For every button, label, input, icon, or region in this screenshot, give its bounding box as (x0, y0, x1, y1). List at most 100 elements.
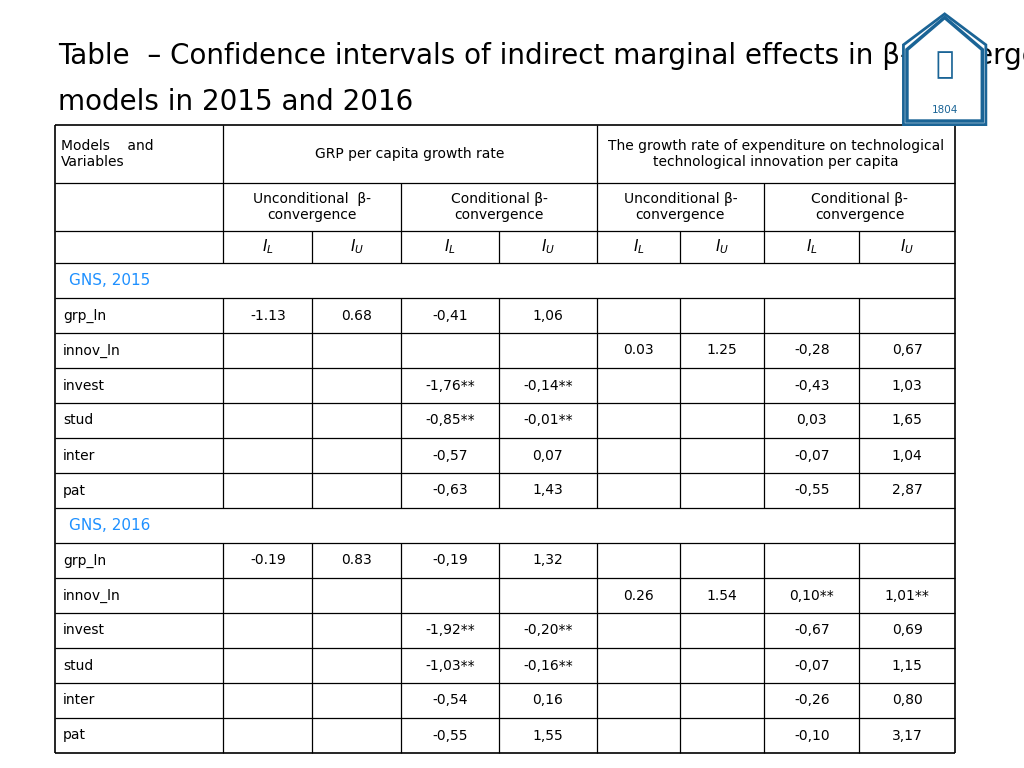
Text: -0,67: -0,67 (794, 624, 829, 637)
Text: -0,57: -0,57 (432, 449, 468, 462)
Text: 1,65: 1,65 (892, 413, 923, 428)
Text: $I_U$: $I_U$ (541, 237, 555, 257)
Text: models in 2015 and 2016: models in 2015 and 2016 (58, 88, 414, 116)
Text: 1,15: 1,15 (892, 658, 923, 673)
Text: 0.83: 0.83 (341, 554, 372, 568)
Bar (55, 368, 955, 403)
Bar (55, 263, 955, 298)
Text: grp_ln: grp_ln (63, 554, 106, 568)
Bar (55, 683, 955, 718)
Text: 1,04: 1,04 (892, 449, 923, 462)
Text: GRP per capita growth rate: GRP per capita growth rate (315, 147, 505, 161)
Text: -0,55: -0,55 (432, 729, 468, 743)
Bar (55, 613, 955, 648)
Text: -0,55: -0,55 (794, 484, 829, 498)
Text: Conditional β-
convergence: Conditional β- convergence (811, 192, 908, 222)
Bar (55, 298, 955, 333)
Text: pat: pat (63, 729, 86, 743)
Text: 0.68: 0.68 (341, 309, 373, 323)
Text: 0.03: 0.03 (624, 343, 654, 357)
Text: 𝔊: 𝔊 (936, 51, 953, 80)
Text: inter: inter (63, 694, 95, 707)
Text: $I_L$: $I_L$ (633, 237, 644, 257)
Text: 1,32: 1,32 (532, 554, 563, 568)
Text: The growth rate of expenditure on technological
technological innovation per cap: The growth rate of expenditure on techno… (608, 139, 944, 169)
Text: -0,14**: -0,14** (523, 379, 572, 392)
Text: 1,55: 1,55 (532, 729, 563, 743)
Bar (55, 183, 955, 231)
Bar (55, 333, 955, 368)
Text: -0,19: -0,19 (432, 554, 468, 568)
Bar (55, 718, 955, 753)
Text: -0,43: -0,43 (794, 379, 829, 392)
Text: stud: stud (63, 413, 93, 428)
Text: 0,67: 0,67 (892, 343, 923, 357)
Text: 2,87: 2,87 (892, 484, 923, 498)
Text: Unconditional β-
convergence: Unconditional β- convergence (624, 192, 737, 222)
Bar (55, 648, 955, 683)
Text: -1,76**: -1,76** (425, 379, 475, 392)
Text: pat: pat (63, 484, 86, 498)
Text: -0,01**: -0,01** (523, 413, 572, 428)
Polygon shape (907, 18, 982, 121)
Text: -0,54: -0,54 (432, 694, 468, 707)
Text: $I_U$: $I_U$ (715, 237, 729, 257)
Text: -1,92**: -1,92** (425, 624, 475, 637)
Text: -0,26: -0,26 (794, 694, 829, 707)
Text: 0.26: 0.26 (624, 588, 654, 603)
Text: invest: invest (63, 624, 105, 637)
Text: 0,69: 0,69 (892, 624, 923, 637)
Bar (55, 438, 955, 473)
Text: grp_ln: grp_ln (63, 309, 106, 323)
Text: 1,03: 1,03 (892, 379, 923, 392)
Text: -0,63: -0,63 (432, 484, 468, 498)
Text: 0,80: 0,80 (892, 694, 923, 707)
Text: GNS, 2015: GNS, 2015 (69, 273, 151, 288)
Text: -0.19: -0.19 (250, 554, 286, 568)
Polygon shape (903, 14, 986, 124)
Bar (55, 508, 955, 543)
Text: $I_L$: $I_L$ (806, 237, 817, 257)
Text: innov_ln: innov_ln (63, 588, 121, 603)
Text: $I_L$: $I_L$ (262, 237, 273, 257)
Text: Unconditional  β-
convergence: Unconditional β- convergence (253, 192, 372, 222)
Text: 0,07: 0,07 (532, 449, 563, 462)
Text: 1,43: 1,43 (532, 484, 563, 498)
Text: -1.13: -1.13 (250, 309, 286, 323)
Text: Table  – Confidence intervals of indirect marginal effects in β-convergence: Table – Confidence intervals of indirect… (58, 42, 1024, 70)
Bar (55, 473, 955, 508)
Text: 1,01**: 1,01** (885, 588, 930, 603)
Text: Conditional β-
convergence: Conditional β- convergence (451, 192, 548, 222)
Text: inter: inter (63, 449, 95, 462)
Text: 1804: 1804 (932, 105, 957, 115)
Text: -0,10: -0,10 (794, 729, 829, 743)
Text: 0,03: 0,03 (797, 413, 827, 428)
Text: innov_ln: innov_ln (63, 343, 121, 358)
Text: -0,85**: -0,85** (425, 413, 475, 428)
Text: $I_L$: $I_L$ (444, 237, 456, 257)
Bar (55, 578, 955, 613)
Bar (55, 231, 955, 263)
Text: 1.25: 1.25 (707, 343, 737, 357)
Text: 0,10**: 0,10** (790, 588, 835, 603)
Text: -0,28: -0,28 (794, 343, 829, 357)
Text: stud: stud (63, 658, 93, 673)
Text: -0,07: -0,07 (794, 658, 829, 673)
Bar (55, 403, 955, 438)
Text: -0,41: -0,41 (432, 309, 468, 323)
Text: 3,17: 3,17 (892, 729, 923, 743)
Text: 1.54: 1.54 (707, 588, 737, 603)
Text: 1,06: 1,06 (532, 309, 563, 323)
Text: GNS, 2016: GNS, 2016 (69, 518, 151, 533)
Text: Models    and
Variables: Models and Variables (61, 139, 154, 169)
Text: $I_U$: $I_U$ (350, 237, 364, 257)
Text: -1,03**: -1,03** (425, 658, 475, 673)
Text: -0,07: -0,07 (794, 449, 829, 462)
Bar (55, 543, 955, 578)
Text: -0,16**: -0,16** (523, 658, 572, 673)
Text: $I_U$: $I_U$ (900, 237, 914, 257)
Bar (55, 125, 955, 183)
Text: invest: invest (63, 379, 105, 392)
Text: -0,20**: -0,20** (523, 624, 572, 637)
Text: 0,16: 0,16 (532, 694, 563, 707)
